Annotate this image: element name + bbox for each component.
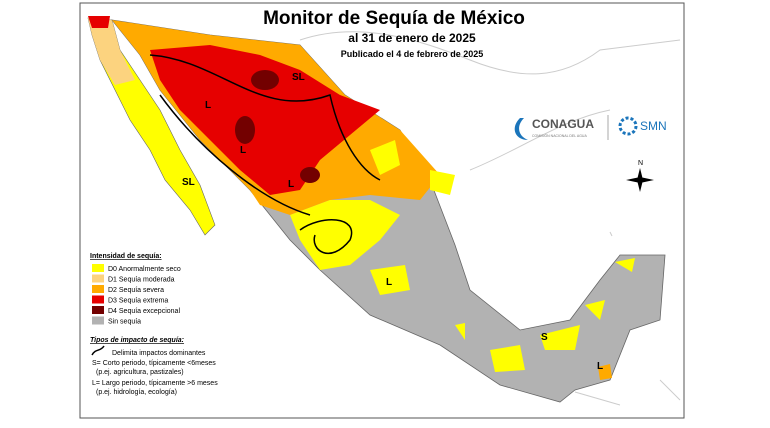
title: Monitor de Sequía de México — [263, 8, 525, 29]
conagua-sub: COMISIÓN NACIONAL DEL AGUA — [532, 133, 587, 138]
published: Publicado el 4 de febrero de 2025 — [341, 49, 484, 59]
impact-map-label: L — [386, 277, 392, 288]
legend-swatch — [92, 274, 104, 283]
impact-map-label: L — [597, 361, 603, 372]
legend-label: D3 Sequía extrema — [108, 298, 168, 305]
compass — [626, 168, 654, 192]
d4-area — [251, 70, 279, 90]
impact-map-label: L — [288, 179, 294, 190]
d0-area — [370, 140, 635, 372]
impact-map-label: L — [240, 145, 246, 156]
d4-area — [300, 167, 320, 183]
impact-map-label: SL — [182, 177, 195, 188]
d2-area — [598, 364, 612, 380]
subtitle: al 31 de enero de 2025 — [348, 31, 476, 45]
baja-d3 — [88, 16, 110, 28]
impact-text: S= Corto periodo, típicamente <6meses — [92, 360, 216, 367]
impact-map-label: SL — [292, 72, 305, 83]
legend-swatch — [92, 316, 104, 325]
impact-map-label: L — [205, 100, 211, 111]
impact-title: Tipos de impacto de sequía: — [90, 337, 184, 344]
legend-title: Intensidad de sequía: — [90, 253, 162, 260]
legend-label: D0 Anormalmente seco — [108, 266, 181, 273]
legend-swatch — [92, 285, 104, 293]
legend-swatch — [92, 264, 104, 272]
impact-line — [149, 54, 381, 254]
central-d0 — [290, 200, 400, 270]
impact-text: L= Largo periodo, típicamente >6 meses — [92, 380, 218, 387]
legend-label: D2 Sequía severa — [108, 287, 164, 294]
impact-map-label: S — [541, 332, 548, 343]
compass-n: N — [638, 160, 643, 167]
legend-label: D1 Sequía moderada — [108, 277, 175, 284]
impact-symbol — [91, 345, 105, 356]
legend-swatch — [92, 306, 104, 314]
impact-text: (p.ej. hidrología, ecología) — [96, 389, 177, 396]
north-d3 — [150, 45, 380, 195]
d4-area — [235, 116, 255, 144]
legend-label: D4 Sequía excepcional — [108, 308, 180, 315]
impact-line-label: Delimita impactos dominantes — [112, 350, 206, 357]
baja-d1 — [88, 18, 135, 85]
legend-swatch — [92, 295, 104, 304]
us-coast — [299, 31, 681, 171]
impact-text: (p.ej. agricultura, pastizales) — [96, 369, 184, 376]
smn-icon — [618, 116, 638, 136]
smn-logo: SMN — [640, 119, 667, 133]
neighbour-border — [574, 231, 681, 406]
conagua-logo: CONAGUA — [532, 117, 594, 131]
legend-label: Sin sequía — [108, 319, 141, 326]
conagua-icon — [514, 118, 528, 140]
